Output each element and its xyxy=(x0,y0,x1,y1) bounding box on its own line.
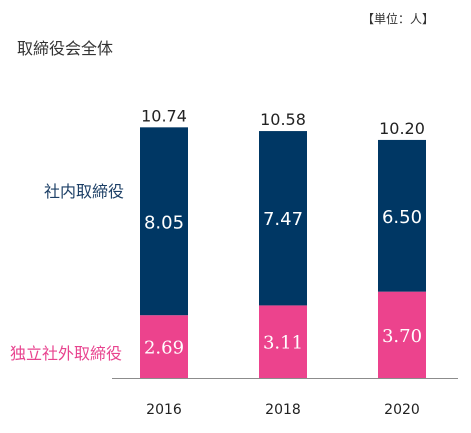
data-label-internal: 6.50 xyxy=(382,207,422,228)
x-tick-label: 2016 xyxy=(146,402,182,418)
unit-label: 【単位：人】 xyxy=(362,12,435,26)
bar-segment-internal xyxy=(140,127,188,316)
bar-segment-external xyxy=(259,305,307,378)
data-label-total: 10.58 xyxy=(260,110,306,129)
bar-segment-external xyxy=(378,291,426,378)
bar-segment-internal xyxy=(259,131,307,306)
total-row-label: 取締役会全体 xyxy=(17,39,114,58)
data-label-external: 2.69 xyxy=(144,338,184,359)
x-tick-label: 2020 xyxy=(384,402,420,418)
data-label-external: 3.70 xyxy=(382,326,422,347)
bar-segment-internal xyxy=(378,139,426,292)
x-tick-label: 2018 xyxy=(265,402,301,418)
data-label-total: 10.20 xyxy=(379,119,425,138)
internal-row-label: 社内取締役 xyxy=(44,182,125,201)
data-label-total: 10.74 xyxy=(141,106,187,125)
bar-segment-external xyxy=(140,315,188,378)
data-label-internal: 8.05 xyxy=(144,212,184,233)
data-label-internal: 7.47 xyxy=(263,209,303,230)
data-label-external: 3.11 xyxy=(263,333,303,354)
external-row-label: 独立社外取締役 xyxy=(10,344,123,363)
